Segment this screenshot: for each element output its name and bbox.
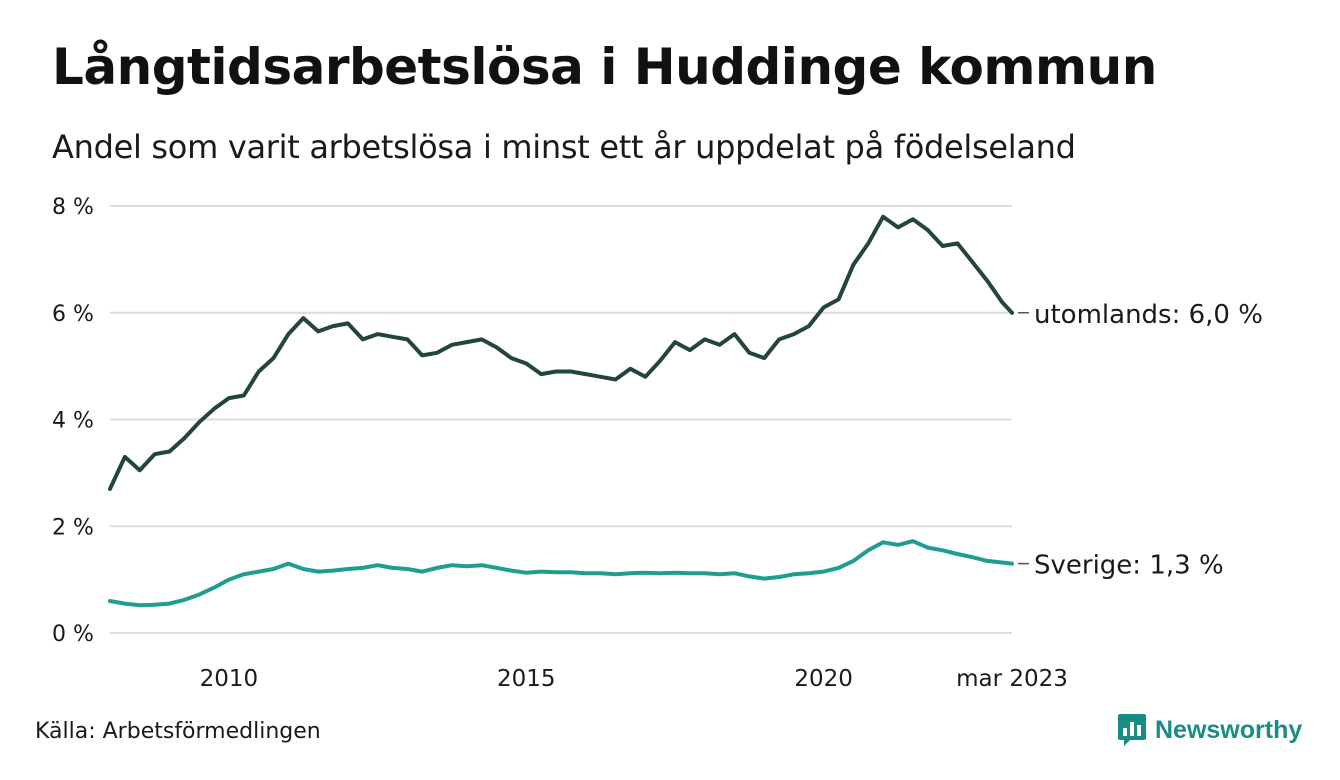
x-tick-label: 2020 bbox=[794, 666, 853, 692]
series-line-sverige bbox=[108, 539, 1014, 608]
y-tick-label: 2 % bbox=[52, 515, 94, 540]
brand-logo: Newsworthy bbox=[1117, 712, 1302, 748]
series-lines bbox=[108, 214, 1014, 608]
x-axis: 2010 2015 2020 mar 2023 bbox=[200, 666, 1068, 692]
end-labels: utomlands: 6,0 % Sverige: 1,3 % bbox=[1018, 300, 1263, 581]
source-note: Källa: Arbetsförmedlingen bbox=[35, 719, 321, 744]
chart-title: Långtidsarbetslösa i Huddinge kommun bbox=[52, 38, 1157, 96]
y-tick-label: 4 % bbox=[52, 409, 94, 434]
y-tick-label: 8 % bbox=[52, 195, 94, 220]
x-tick-label: mar 2023 bbox=[956, 666, 1068, 692]
end-label-utomlands: utomlands: 6,0 % bbox=[1034, 300, 1263, 330]
x-tick-label: 2010 bbox=[200, 666, 259, 692]
series-line-utomlands bbox=[108, 214, 1014, 491]
y-axis: 0 % 2 % 4 % 6 % 8 % bbox=[52, 195, 94, 647]
x-tick-label: 2015 bbox=[497, 666, 556, 692]
y-tick-label: 6 % bbox=[52, 302, 94, 327]
y-tick-label: 0 % bbox=[52, 622, 94, 647]
chart-subtitle: Andel som varit arbetslösa i minst ett å… bbox=[52, 128, 1076, 166]
gridlines bbox=[110, 205, 1012, 634]
end-label-sverige: Sverige: 1,3 % bbox=[1034, 551, 1224, 581]
bar-chart-speech-bubble-icon bbox=[1118, 714, 1146, 746]
brand-name: Newsworthy bbox=[1155, 715, 1303, 744]
